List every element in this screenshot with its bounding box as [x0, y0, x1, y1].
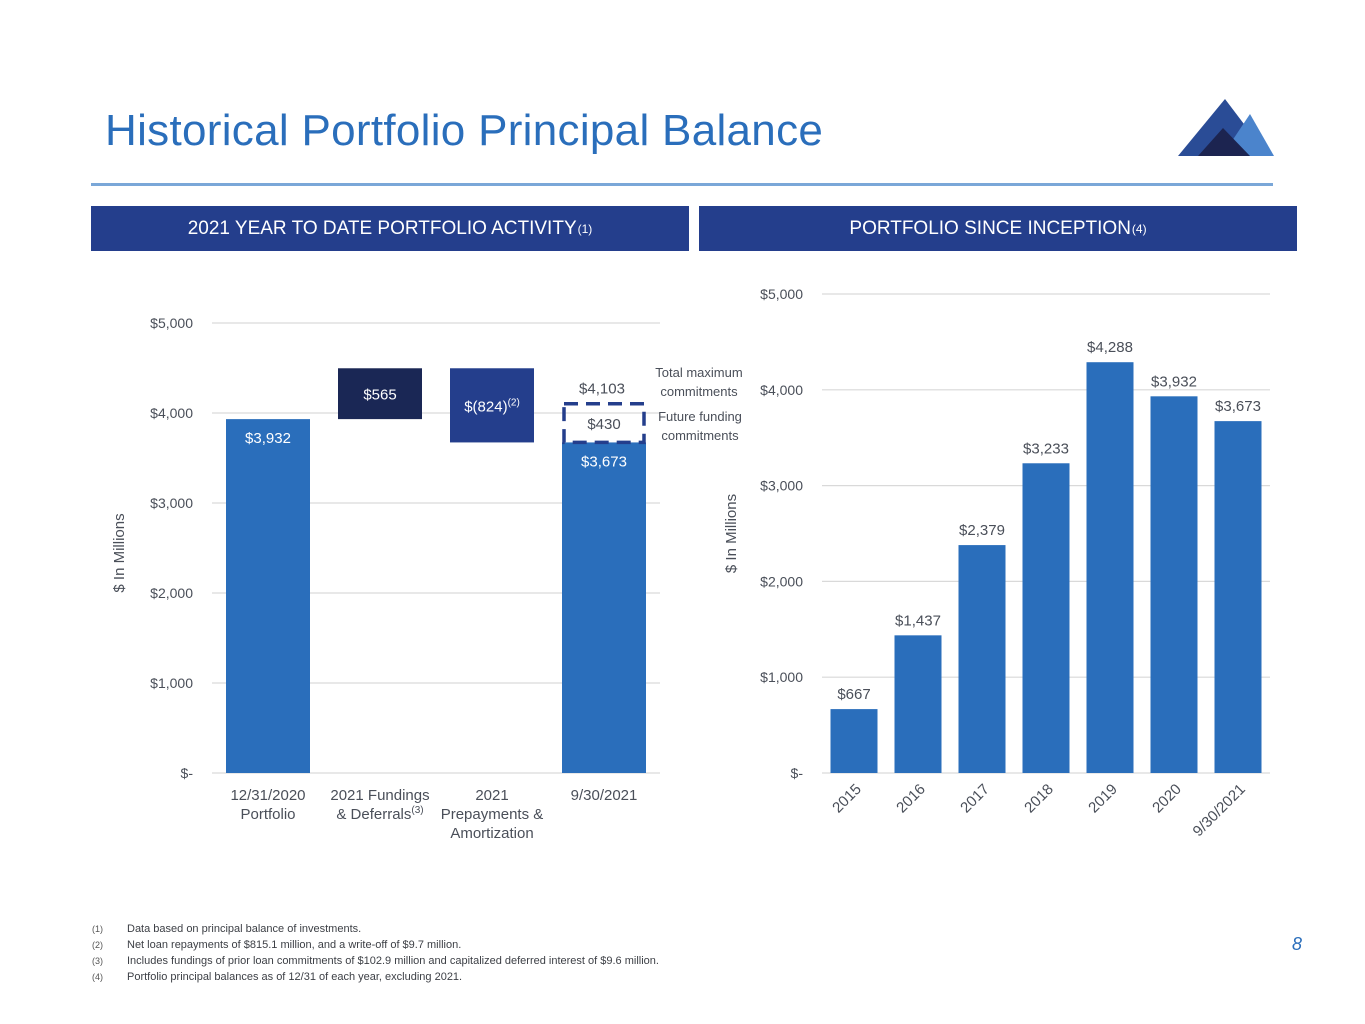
y-tick-label: $- [181, 765, 194, 781]
y-tick-label: $3,000 [760, 478, 803, 494]
data-label: $3,673 [581, 453, 627, 470]
future-funding-bar [562, 401, 646, 445]
annotation-text: Future funding [658, 409, 742, 424]
x-tick-label: 12/31/2020 [230, 787, 305, 804]
footnotes: (1) Data based on principal balance of in… [92, 921, 659, 985]
y-axis-title: $ In Millions [111, 513, 128, 592]
right-panel-header-footnote: (4) [1131, 221, 1147, 236]
annotation-text: Total maximum [655, 365, 742, 380]
bar [958, 545, 1006, 773]
x-tick-label: 2016 [893, 781, 929, 817]
y-tick-label: $1,000 [760, 669, 803, 685]
footnote-3: (3) Includes fundings of prior loan commi… [92, 955, 659, 967]
data-label: $1,437 [895, 612, 941, 629]
x-tick-label: 2019 [1085, 781, 1121, 817]
data-label: $(824)(2) [464, 397, 520, 415]
y-tick-label: $4,000 [150, 405, 193, 421]
data-label: $565 [363, 387, 396, 404]
bar [562, 442, 646, 773]
right-panel-header: PORTFOLIO SINCE INCEPTION (4) [699, 206, 1297, 251]
y-tick-label: $5,000 [760, 286, 803, 302]
data-label: $430 [587, 416, 620, 433]
data-label: $4,103 [579, 381, 625, 398]
x-tick-label: 2015 [829, 781, 865, 817]
y-tick-label: $1,000 [150, 675, 193, 691]
left-panel-header-text: 2021 YEAR TO DATE PORTFOLIO ACTIVITY [187, 217, 577, 239]
y-axis-title: $ In Millions [723, 494, 740, 573]
data-label: $4,288 [1087, 339, 1133, 356]
x-tick-label: 2020 [1149, 781, 1185, 817]
x-tick-label: 2021 [475, 787, 508, 804]
y-tick-label: $3,000 [150, 495, 193, 511]
x-tick-label: 2017 [957, 781, 993, 817]
x-tick-label: 2021 Fundings [330, 787, 429, 804]
x-tick-label: 9/30/2021 [571, 787, 638, 804]
bar [226, 419, 310, 773]
bar [450, 368, 534, 443]
mountain-logo-icon [1178, 99, 1274, 156]
y-tick-label: $2,000 [760, 573, 803, 589]
y-tick-label: $5,000 [150, 315, 193, 331]
data-label: $3,233 [1023, 440, 1069, 457]
right-panel-header-text: PORTFOLIO SINCE INCEPTION [849, 217, 1131, 239]
annotation-text: commitments [661, 428, 739, 443]
x-tick-label: Portfolio [240, 806, 295, 823]
title-divider [91, 183, 1273, 186]
bar [894, 635, 942, 773]
data-label: $2,379 [959, 522, 1005, 539]
x-tick-label: & Deferrals(3) [336, 805, 423, 823]
bar [830, 709, 878, 773]
bar [338, 368, 422, 420]
footnote-1: (1) Data based on principal balance of in… [92, 923, 362, 935]
y-tick-label: $2,000 [150, 585, 193, 601]
data-label: $3,932 [245, 430, 291, 447]
data-label: $3,673 [1215, 398, 1261, 415]
annotation-text: commitments [660, 384, 738, 399]
left-panel-header: 2021 YEAR TO DATE PORTFOLIO ACTIVITY (1) [91, 206, 689, 251]
x-tick-label: Amortization [450, 825, 533, 842]
data-label: $667 [837, 686, 870, 703]
y-tick-label: $- [791, 765, 804, 781]
page-title: Historical Portfolio Principal Balance [105, 106, 824, 155]
x-tick-label: 2018 [1021, 781, 1057, 817]
left-panel-header-footnote: (1) [577, 221, 593, 236]
page-number: 8 [1292, 934, 1303, 954]
data-label: $3,932 [1151, 373, 1197, 390]
footnote-2: (2) Net loan repayments of $815.1 million… [92, 939, 462, 951]
y-tick-label: $4,000 [760, 382, 803, 398]
bar [1086, 362, 1134, 773]
x-tick-label: Prepayments & [441, 806, 544, 823]
bar [1214, 421, 1262, 773]
bar [1150, 396, 1198, 773]
bar [1022, 463, 1070, 773]
footnote-4: (4) Portfolio principal balances as of 12… [92, 971, 463, 983]
x-tick-label: 9/30/2021 [1190, 781, 1249, 840]
